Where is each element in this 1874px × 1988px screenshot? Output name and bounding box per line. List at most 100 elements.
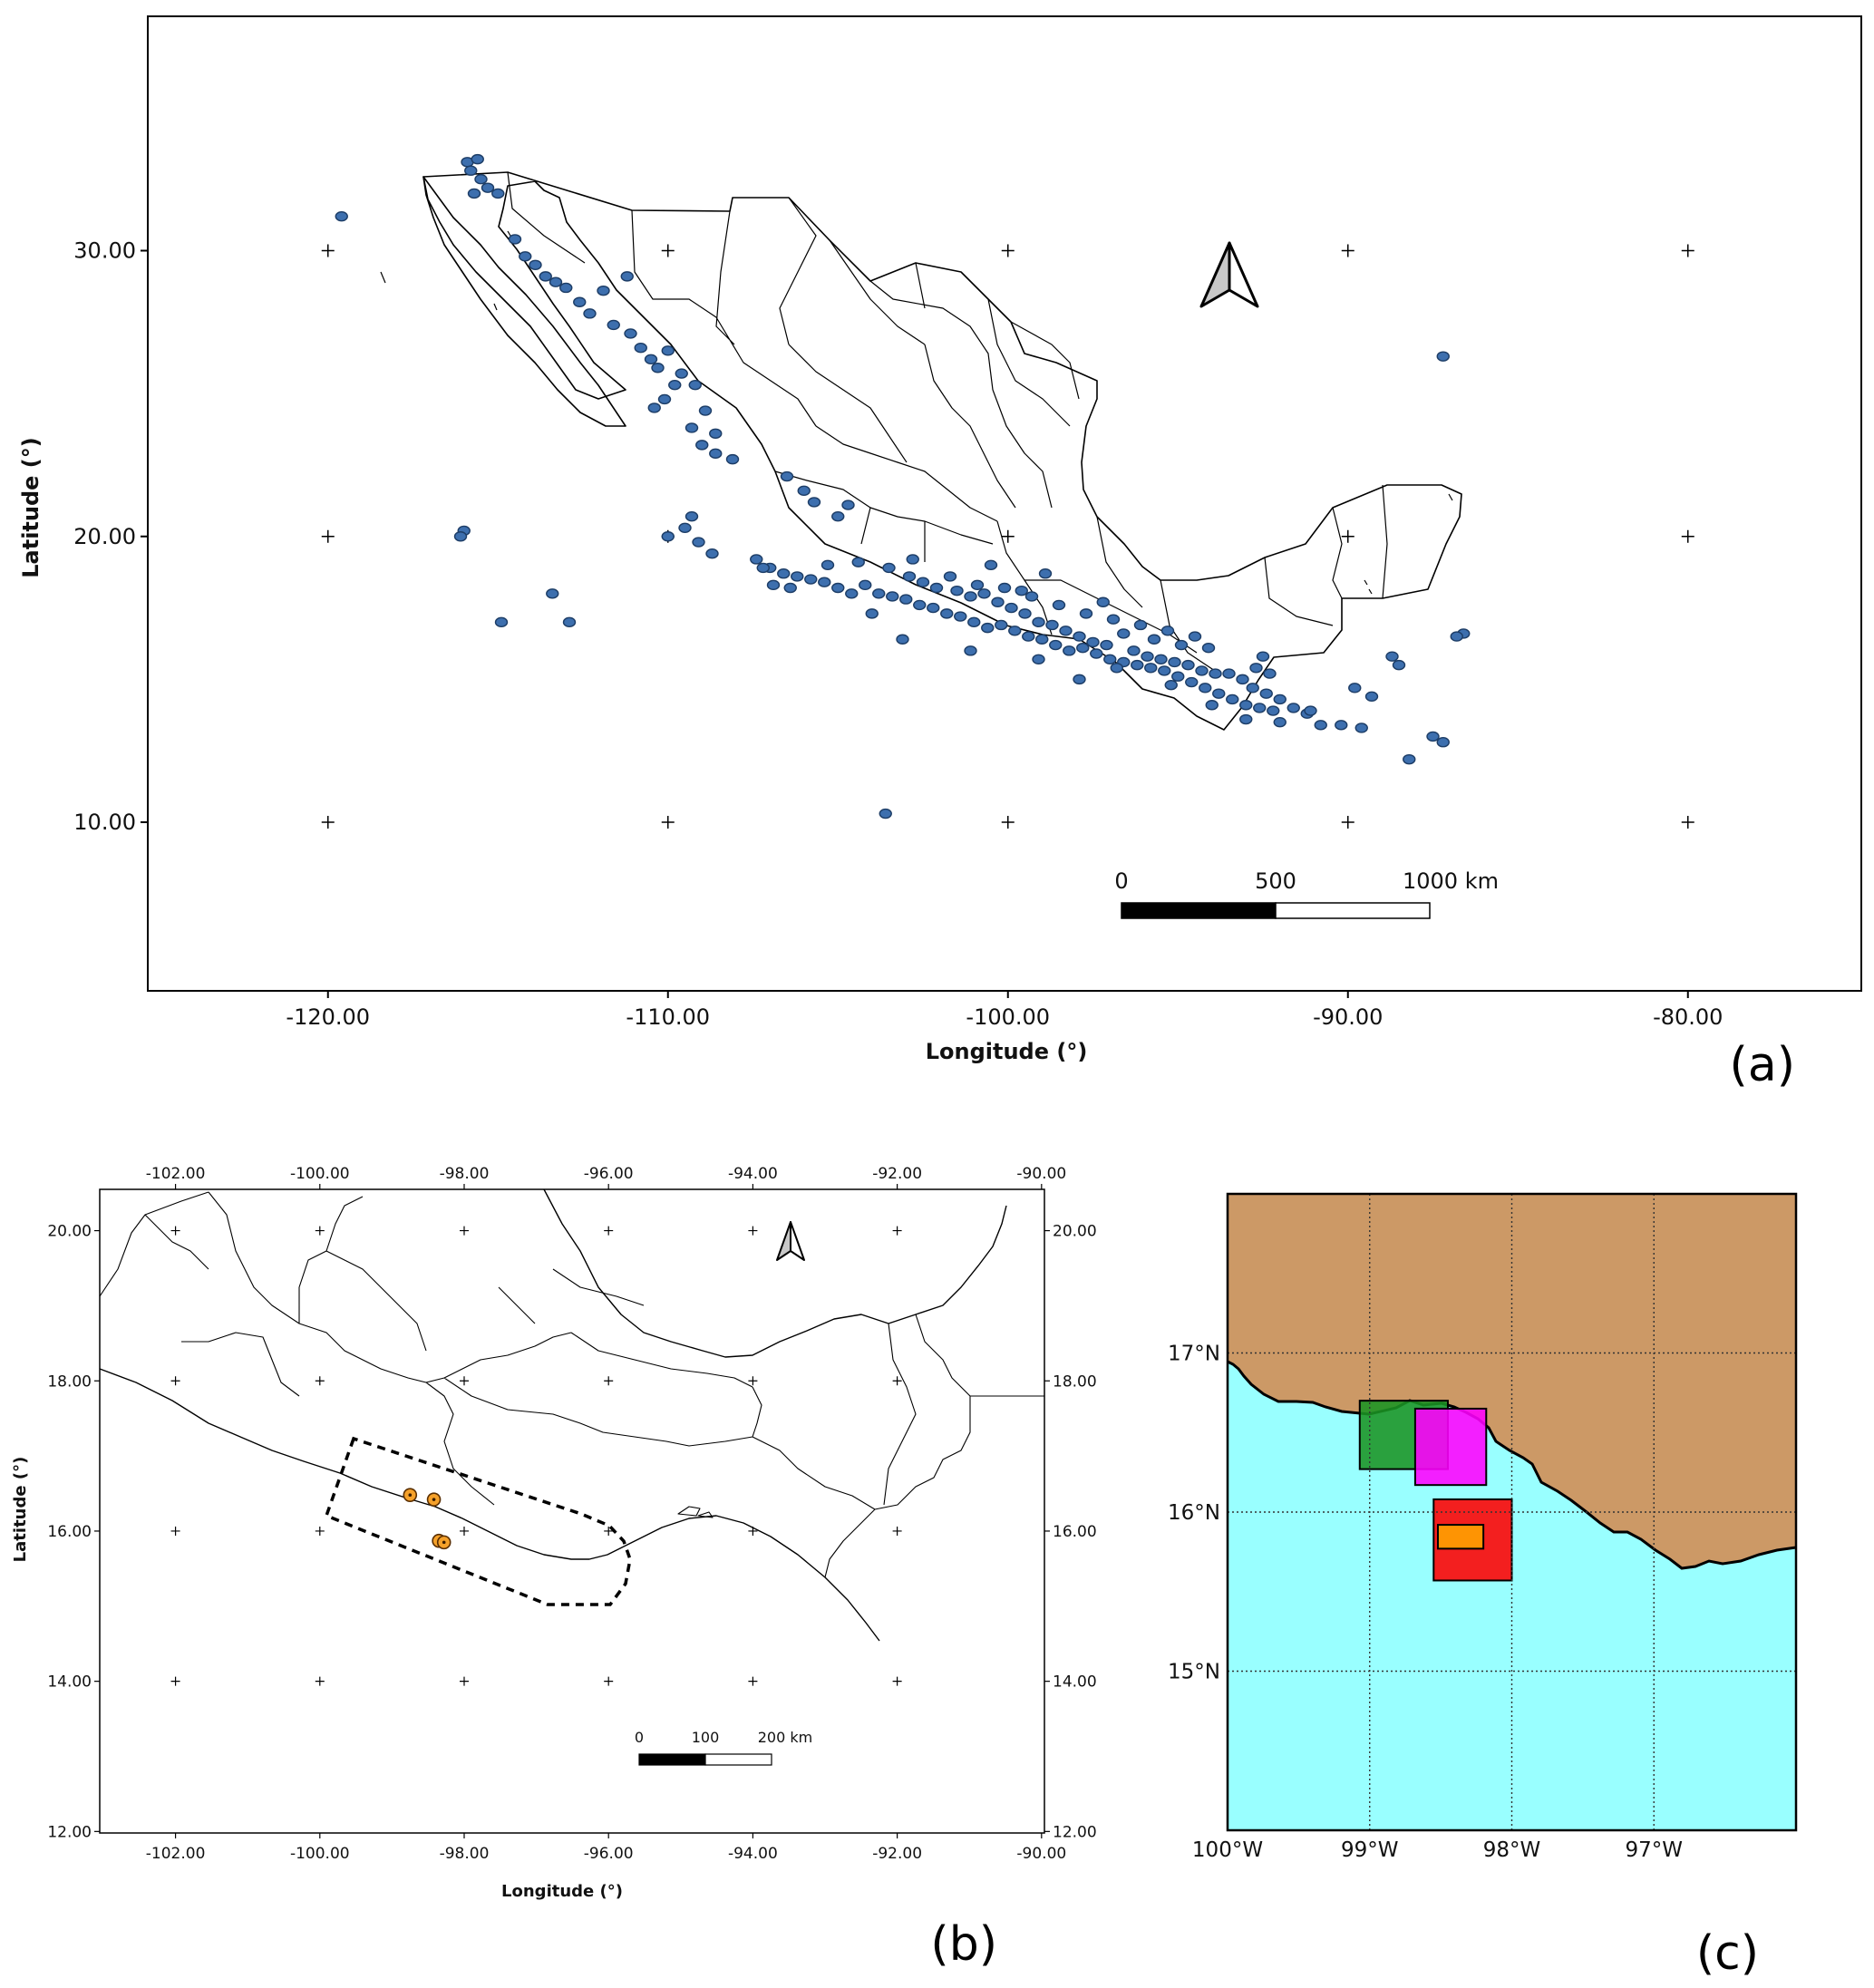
epicenter-point: [1209, 668, 1222, 679]
epicenter-point: [661, 531, 675, 542]
epicenter-point: [906, 554, 919, 565]
panel-a-x-axis-title: Longitude (°): [926, 1039, 1088, 1064]
epicenter-point: [1154, 654, 1168, 665]
panel-b-tag: (b): [930, 1917, 997, 1972]
epicenter-point: [1035, 634, 1049, 645]
y-tick-label-right: 16.00: [1053, 1523, 1097, 1541]
islands: [380, 230, 1453, 595]
epicenter-point: [1131, 659, 1144, 671]
panel-c-gridlines: [1228, 1194, 1796, 1830]
epicenter-point: [1239, 700, 1253, 711]
epicenter-point: [780, 470, 794, 482]
epicenter-point: [1199, 683, 1212, 693]
epicenter-point: [1253, 703, 1267, 713]
epicenter-point: [1076, 643, 1090, 654]
epicenter-point: [474, 173, 488, 185]
epicenter-point: [886, 591, 899, 602]
epicenter-point: [1063, 645, 1076, 656]
epicenter-point: [841, 499, 855, 510]
grid-cross: [1341, 529, 1355, 543]
grid-cross: [170, 1676, 180, 1686]
x-tick-label: 98°W: [1483, 1838, 1541, 1862]
epicenter-point: [644, 354, 658, 364]
panel-c-boxes: [1358, 1400, 1513, 1582]
epicenter-point: [1256, 651, 1270, 662]
epicenter-point: [1038, 568, 1053, 579]
x-tick-label-top: -98.00: [440, 1165, 490, 1183]
panel-b-x-axis-title: Longitude (°): [501, 1882, 623, 1901]
epicenter-point: [559, 282, 573, 294]
epicenter-point: [1103, 654, 1117, 665]
epicenter-point: [688, 379, 702, 391]
panel-a-points: [335, 153, 1471, 819]
grid-cross: [315, 1376, 325, 1386]
epicenter-point: [661, 345, 675, 356]
epicenter-point: [1273, 716, 1287, 728]
grid-cross: [892, 1526, 902, 1536]
scale-label-0: 0: [635, 1729, 644, 1746]
grid-cross: [315, 1676, 325, 1686]
grid-cross: [1681, 529, 1694, 543]
epicenter-point: [573, 296, 587, 307]
panel-b-y-axis-title: Latitude (°): [11, 1457, 30, 1563]
grid-cross: [748, 1526, 758, 1536]
epicenter-point: [820, 559, 835, 570]
panel-c: 100°W 99°W 98°W 97°W 17°N 16°N 15°N (c): [1168, 1192, 1798, 1981]
epicenter-point: [929, 582, 944, 594]
grid-cross: [604, 1526, 614, 1536]
scale-label-200-km: 200 km: [758, 1729, 812, 1746]
y-tick-label: 20.00: [73, 524, 136, 549]
epicenter-point: [529, 259, 542, 270]
epicenter-point: [1263, 668, 1277, 679]
epicenter-point: [1287, 703, 1300, 713]
epicenter-point: [634, 342, 647, 354]
panel-b: -102.00 -100.00 -98.00 -96.00 -94.00 -92.00 -9…: [11, 1165, 1097, 1972]
x-tick-label: -96.00: [584, 1845, 634, 1863]
epicenter-point: [1100, 639, 1113, 651]
epicenter-point: [1133, 619, 1148, 631]
epicenter-point: [964, 645, 977, 656]
panel-b-basemap: [99, 1188, 1044, 1642]
grid-cross: [315, 1526, 325, 1536]
epicenter-point: [1335, 720, 1348, 731]
epicenter-point: [1045, 619, 1059, 631]
epicenter-point: [1005, 602, 1018, 614]
panel-a-x-ticks: -120.00 -110.00 -100.00 -90.00 -80.00: [286, 991, 1723, 1030]
epicenter-point: [647, 402, 661, 413]
epicenter-point: [807, 497, 821, 508]
epicenter-point: [1144, 663, 1158, 674]
panel-a-frame: [147, 15, 1862, 992]
panel-b-right-y-ticks: 20.00 18.00 16.00 14.00 12.00: [1044, 1223, 1097, 1841]
epicenter-point: [1246, 683, 1259, 693]
x-tick-label: -90.00: [1016, 1845, 1066, 1863]
epicenter-point: [1188, 631, 1202, 642]
epicenter-point: [1022, 631, 1035, 642]
y-tick-label: 16°N: [1168, 1501, 1220, 1525]
grid-cross: [459, 1376, 469, 1386]
epicenter-point: [1348, 683, 1362, 693]
grid-cross: [661, 816, 675, 829]
grid-cross: [170, 1526, 180, 1536]
panel-b-scale-bar: 0 100 200 km: [635, 1729, 812, 1766]
epicenter-point: [597, 285, 610, 296]
epicenter-point: [845, 588, 859, 599]
grid-cross: [321, 529, 335, 543]
y-tick-label: 17°N: [1168, 1343, 1220, 1366]
epicenter-point: [777, 568, 791, 579]
epicenter-point: [851, 557, 865, 567]
y-tick-label-right: 12.00: [1053, 1823, 1097, 1841]
grid-cross: [604, 1226, 614, 1236]
epicenter-point: [1212, 688, 1226, 699]
panel-c-y-ticks: 17°N 16°N 15°N: [1168, 1343, 1220, 1684]
x-tick-label-top: -102.00: [146, 1165, 206, 1183]
epicenter-point: [916, 577, 930, 587]
epicenter-point: [1008, 625, 1022, 636]
region-box: [1436, 1524, 1485, 1550]
epicenter-point: [977, 588, 991, 599]
epicenter-point: [651, 363, 665, 373]
epicenter-point: [1436, 737, 1450, 748]
grid-cross: [1001, 244, 1015, 257]
epicenter-point: [491, 188, 505, 199]
y-tick-label: 20.00: [47, 1223, 92, 1241]
epicenter-point: [831, 510, 845, 522]
